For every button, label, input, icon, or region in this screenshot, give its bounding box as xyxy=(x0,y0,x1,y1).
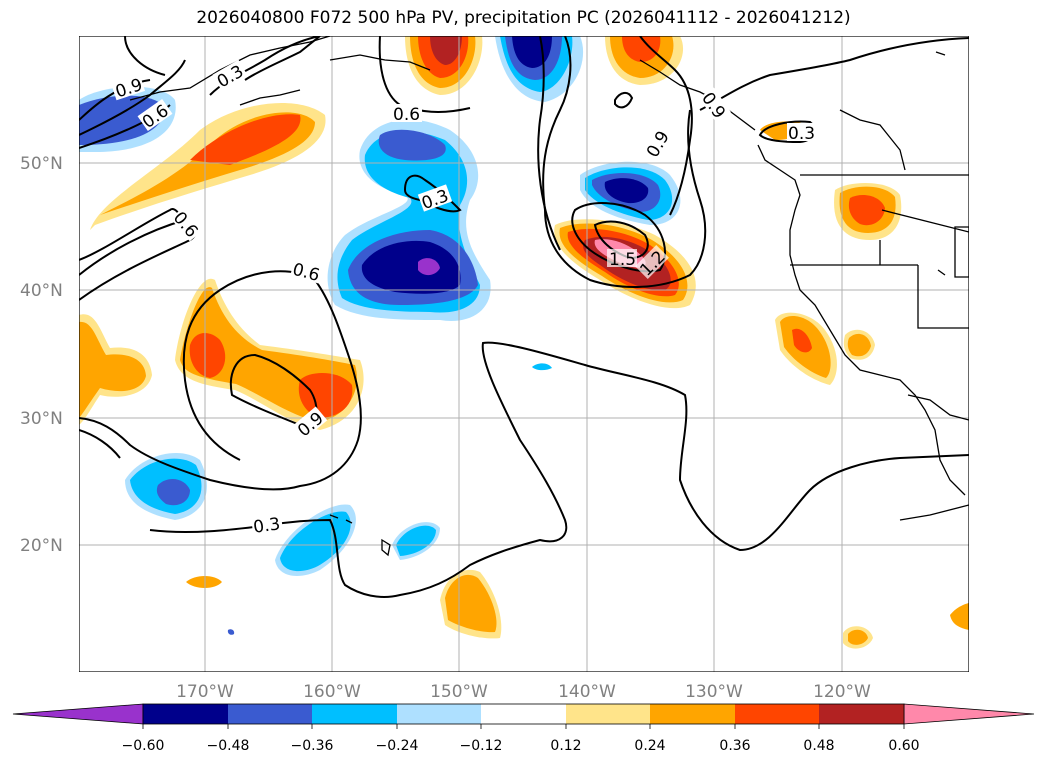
colorbar-tick-label: 0.12 xyxy=(550,738,581,754)
colorbar-segment xyxy=(735,704,819,724)
colorbar-tick-label: 0.48 xyxy=(803,738,834,754)
colorbar-tick-label: −0.24 xyxy=(376,738,419,754)
colorbar-segment xyxy=(566,704,650,724)
lat-label-40n: 40°N xyxy=(20,281,63,301)
colorbar-segment xyxy=(312,704,397,724)
coastlines xyxy=(129,36,969,557)
colorbar-tick-label: −0.36 xyxy=(291,738,334,754)
precipitation-fill xyxy=(79,36,969,649)
colorbar-tick-label: 0.24 xyxy=(634,738,665,754)
colorbar-tick-label: −0.60 xyxy=(122,738,165,754)
lat-label-20n: 20°N xyxy=(20,536,63,556)
map-panel: 0.9 0.6 0.3 0.6 0.3 0.9 0.6 0.6 0.9 0.3 … xyxy=(79,36,969,672)
colorbar-tick-label: −0.12 xyxy=(460,738,503,754)
lon-label-120w: 120°W xyxy=(813,682,871,702)
colorbar-extend-low xyxy=(12,703,144,725)
colorbar-segment xyxy=(481,704,566,724)
lon-label-130w: 130°W xyxy=(685,682,743,702)
contour-label: 0.3 xyxy=(788,124,815,144)
lat-label-50n: 50°N xyxy=(20,154,63,174)
colorbar-segment xyxy=(143,704,228,724)
lat-label-30n: 30°N xyxy=(20,409,63,429)
latitude-labels: 50°N 40°N 30°N 20°N xyxy=(20,154,63,556)
pv-contours xyxy=(79,36,969,598)
colorbar-segment xyxy=(819,704,904,724)
gridlines xyxy=(79,36,969,672)
lon-label-150w: 150°W xyxy=(430,682,488,702)
colorbar-segment xyxy=(397,704,481,724)
contour-label: 1.5 xyxy=(609,250,636,270)
colorbar-tick-label: 0.36 xyxy=(719,738,750,754)
colorbar: −0.60 −0.48 −0.36 −0.24 −0.12 0.12 0.24 … xyxy=(12,703,1035,754)
contour-label: 0.6 xyxy=(393,105,420,125)
contour-label-group: 0.9 0.6 0.3 0.6 0.3 0.9 0.6 0.6 0.9 0.3 … xyxy=(110,59,817,538)
colorbar-tick-label: −0.48 xyxy=(207,738,250,754)
contour-label: 0.3 xyxy=(252,514,282,538)
colorbar-extend-high xyxy=(903,703,1035,725)
lon-label-160w: 160°W xyxy=(303,682,361,702)
colorbar-tick-label: 0.60 xyxy=(888,738,919,754)
lon-label-140w: 140°W xyxy=(558,682,616,702)
colorbar-segment xyxy=(650,704,735,724)
lon-label-170w: 170°W xyxy=(176,682,234,702)
map-title: 2026040800 F072 500 hPa PV, precipitatio… xyxy=(196,8,851,28)
longitude-labels: 170°W 160°W 150°W 140°W 130°W 120°W xyxy=(176,682,871,702)
colorbar-segment xyxy=(228,704,312,724)
